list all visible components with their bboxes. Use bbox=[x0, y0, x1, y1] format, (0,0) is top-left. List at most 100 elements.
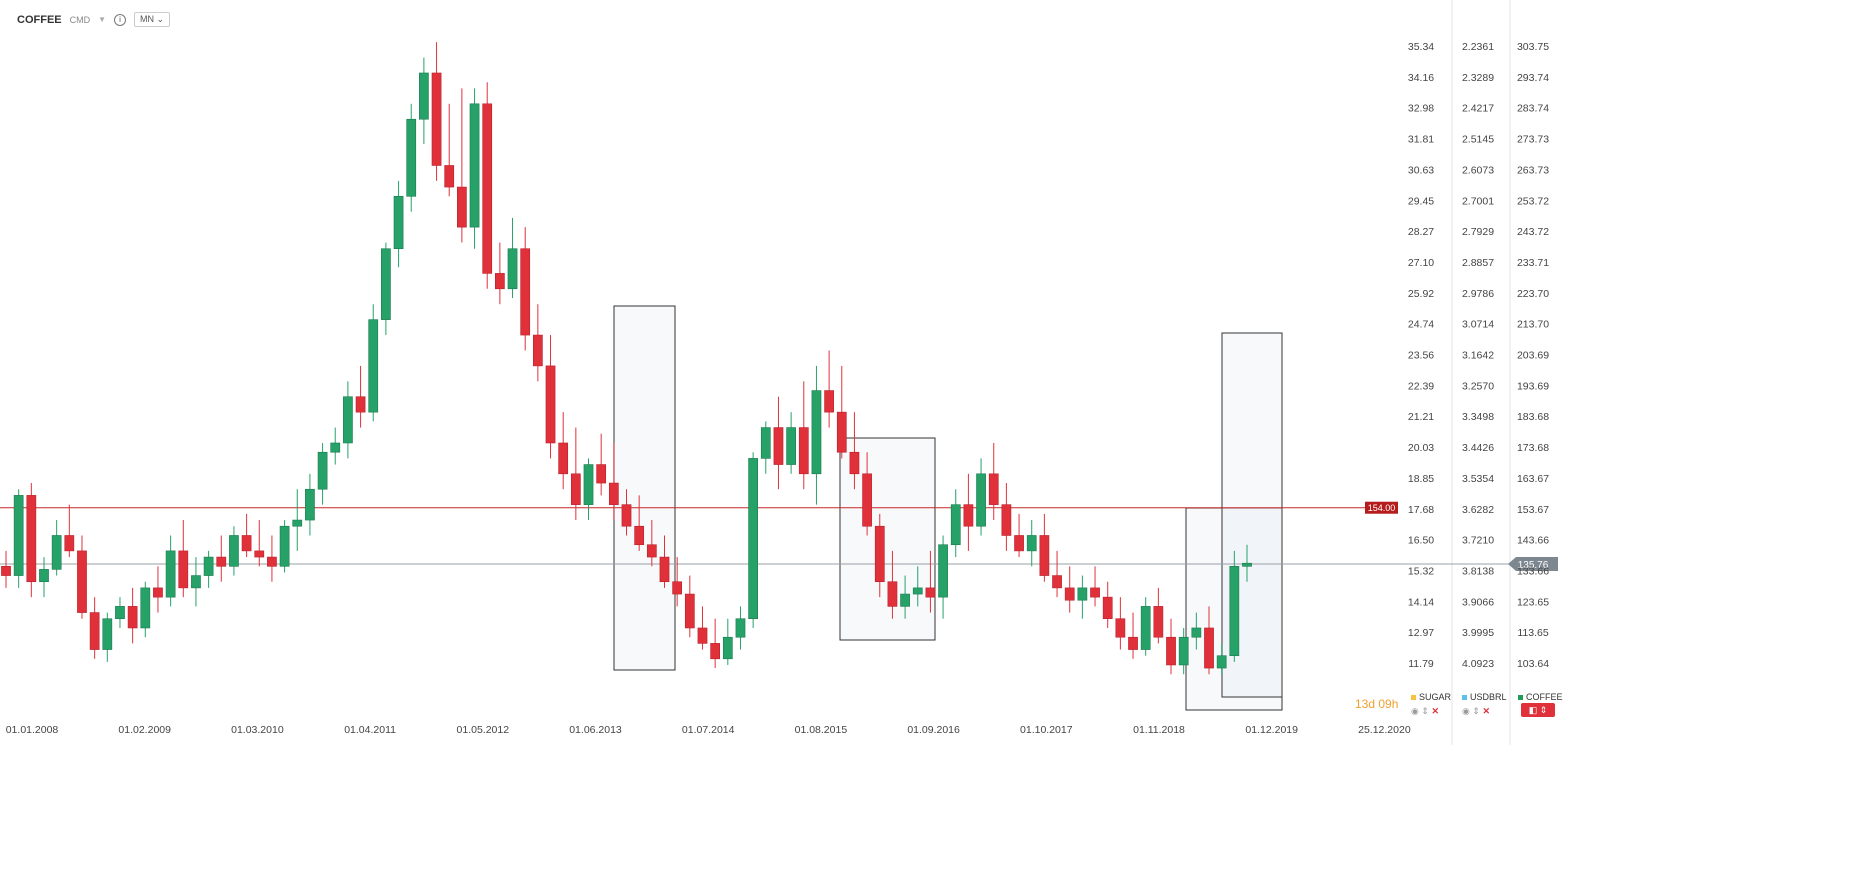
timeframe-select[interactable]: MN ⌄ bbox=[134, 12, 171, 27]
chart-header: COFFEE CMD ▼ i MN ⌄ bbox=[17, 12, 171, 27]
y-tick-label: 143.66 bbox=[1517, 535, 1549, 547]
x-tick-label: 01.11.2018 bbox=[1133, 724, 1185, 736]
legend-controls: ◉ ⇕ ✕ bbox=[1411, 706, 1451, 717]
x-tick-label: 01.06.2013 bbox=[569, 724, 622, 736]
y-tick-label: 163.67 bbox=[1517, 473, 1549, 485]
y-tick-label: 32.98 bbox=[1408, 103, 1434, 115]
eye-icon[interactable]: ◉ bbox=[1462, 706, 1470, 716]
candle-body bbox=[938, 544, 948, 598]
candle-body bbox=[140, 587, 151, 629]
candle-body bbox=[976, 473, 986, 527]
y-tick-label: 183.68 bbox=[1517, 411, 1549, 423]
bar-countdown: 13d 09h bbox=[1355, 697, 1399, 711]
candle-body bbox=[368, 319, 379, 413]
candle-body bbox=[102, 618, 113, 650]
candle-body bbox=[381, 248, 391, 320]
candle-body bbox=[469, 103, 480, 228]
symbol-dropdown-icon[interactable]: ▼ bbox=[98, 15, 107, 24]
candle-body bbox=[1102, 596, 1113, 620]
candle-body bbox=[773, 427, 784, 465]
close-icon[interactable]: ✕ bbox=[1431, 706, 1439, 716]
y-tick-label: 253.72 bbox=[1517, 195, 1549, 207]
legend-label: USDBRL bbox=[1470, 692, 1507, 702]
candle-body bbox=[457, 186, 467, 228]
highlight-box bbox=[613, 305, 676, 671]
info-icon[interactable]: i bbox=[114, 13, 127, 26]
y-tick-label: 11.79 bbox=[1408, 658, 1434, 670]
candle-body bbox=[267, 556, 277, 567]
candle-body bbox=[849, 451, 860, 475]
eye-icon[interactable]: ◉ bbox=[1411, 706, 1419, 716]
y-tick-label: 34.16 bbox=[1408, 72, 1434, 84]
candle-body bbox=[710, 643, 721, 660]
candle-body bbox=[178, 550, 189, 589]
candle-body bbox=[570, 473, 581, 505]
candle-body bbox=[684, 593, 695, 629]
candle-body bbox=[254, 550, 265, 558]
candle-body bbox=[811, 390, 822, 475]
x-tick-label: 01.03.2010 bbox=[231, 724, 284, 736]
y-tick-label: 3.7210 bbox=[1462, 535, 1494, 547]
y-tick-label: 103.64 bbox=[1517, 658, 1549, 670]
candle-body bbox=[431, 72, 442, 166]
y-tick-label: 3.3498 bbox=[1462, 411, 1494, 423]
legend-controls: ◉ ⇕ ✕ bbox=[1462, 706, 1507, 717]
y-tick-label: 2.3289 bbox=[1462, 72, 1494, 84]
x-tick-label: 01.01.2008 bbox=[6, 724, 59, 736]
remove-series-button[interactable]: ◧ ⇕ bbox=[1521, 703, 1555, 717]
y-tick-label: 24.74 bbox=[1408, 319, 1434, 331]
candle-body bbox=[646, 544, 657, 558]
coffee-color-swatch bbox=[1518, 695, 1523, 701]
sugar-color-swatch bbox=[1411, 695, 1416, 701]
candle-body bbox=[735, 618, 746, 638]
candle-body bbox=[963, 504, 974, 527]
close-icon[interactable]: ✕ bbox=[1482, 706, 1490, 716]
legend-item-coffee[interactable]: COFFEE bbox=[1518, 692, 1563, 702]
candle-body bbox=[925, 587, 936, 598]
y-tick-label: 2.6073 bbox=[1462, 164, 1494, 176]
candle-body bbox=[241, 535, 252, 552]
candle-body bbox=[317, 451, 328, 490]
candle-body bbox=[1242, 562, 1252, 567]
candle-body bbox=[1115, 618, 1126, 638]
sort-icon[interactable]: ⇕ bbox=[1472, 706, 1480, 716]
candle-body bbox=[1128, 636, 1138, 650]
candle-body bbox=[1204, 627, 1214, 669]
y-tick-label: 14.14 bbox=[1408, 596, 1434, 608]
level-label: 154.00 bbox=[1368, 503, 1396, 513]
candle-body bbox=[608, 482, 619, 505]
candle-body bbox=[824, 390, 834, 413]
candle-body bbox=[127, 606, 138, 629]
y-tick-label: 28.27 bbox=[1408, 226, 1434, 238]
candle-body bbox=[798, 427, 809, 475]
candle-body bbox=[330, 442, 341, 453]
candle-body bbox=[532, 334, 543, 367]
candle-body bbox=[89, 612, 100, 650]
y-tick-label: 20.03 bbox=[1408, 442, 1434, 454]
candle-body bbox=[305, 488, 315, 521]
y-tick-label: 23.56 bbox=[1408, 350, 1434, 362]
candle-body bbox=[507, 248, 518, 290]
candle-body bbox=[444, 165, 455, 188]
candle-body bbox=[279, 525, 290, 567]
symbol-type-tag: CMD bbox=[69, 14, 91, 25]
y-tick-label: 283.74 bbox=[1517, 103, 1549, 115]
x-tick-label: 01.02.2009 bbox=[118, 724, 171, 736]
legend-item-usdbrl[interactable]: USDBRL ◉ ⇕ ✕ bbox=[1462, 692, 1507, 717]
x-tick-label: 01.07.2014 bbox=[682, 724, 735, 736]
candle-body bbox=[51, 535, 62, 570]
y-tick-label: 12.97 bbox=[1408, 627, 1434, 639]
candle-body bbox=[1216, 655, 1227, 669]
symbol-label: COFFEE bbox=[17, 13, 62, 26]
candle-body bbox=[862, 473, 872, 527]
legend-item-sugar[interactable]: SUGAR ◉ ⇕ ✕ bbox=[1411, 692, 1451, 717]
y-tick-label: 173.68 bbox=[1517, 442, 1549, 454]
candle-body bbox=[419, 72, 429, 120]
candle-body bbox=[77, 550, 87, 613]
candle-body bbox=[482, 103, 493, 274]
y-tick-label: 27.10 bbox=[1408, 257, 1434, 269]
sort-icon[interactable]: ⇕ bbox=[1421, 706, 1429, 716]
candle-body bbox=[343, 396, 353, 444]
level-label-bg bbox=[1365, 501, 1398, 514]
